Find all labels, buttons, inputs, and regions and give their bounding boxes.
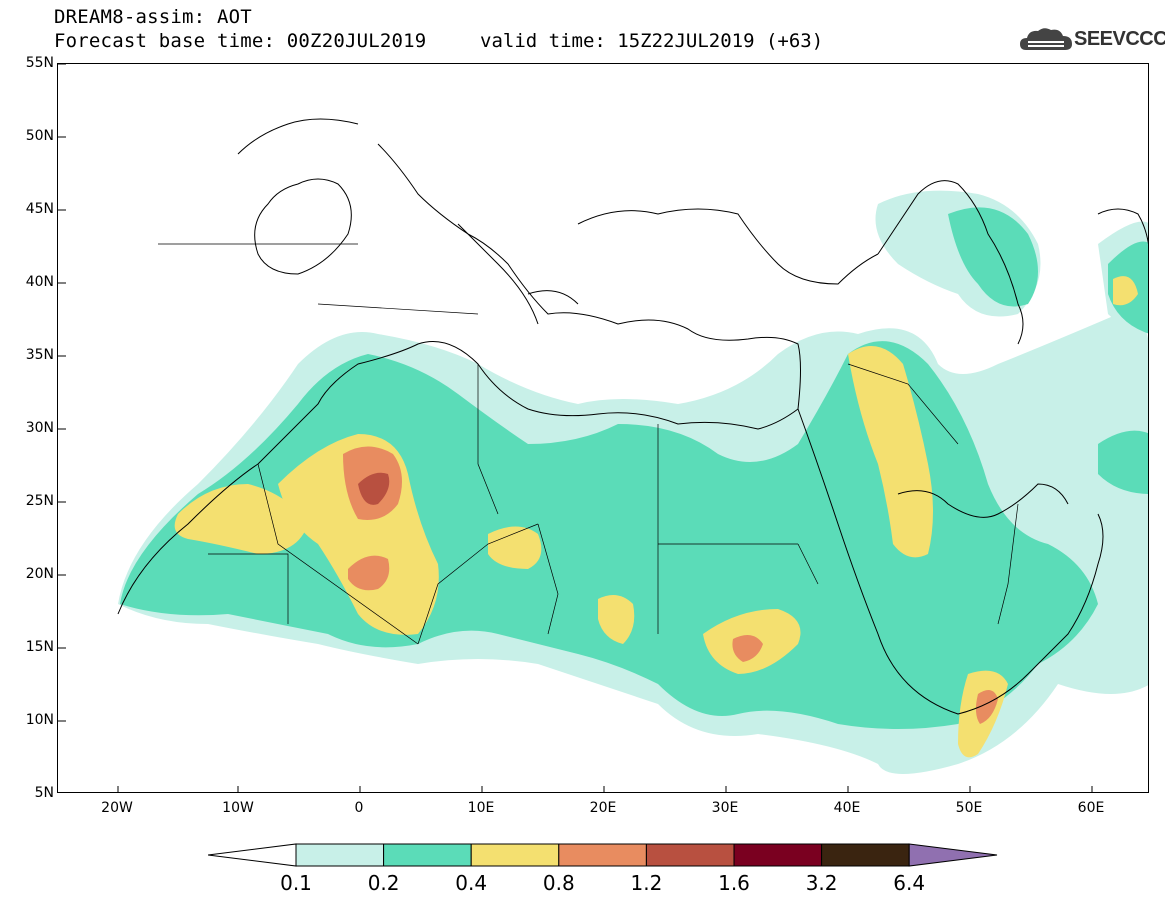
colorbar-label: 0.1 bbox=[280, 871, 312, 895]
aot-level-0.4 bbox=[1113, 276, 1138, 306]
axis-ticks bbox=[58, 64, 1093, 792]
lon-label: 10E bbox=[467, 800, 495, 816]
aot-level-1.2 bbox=[358, 472, 390, 505]
aot-level-0.8 bbox=[348, 555, 390, 591]
lat-label: 10N bbox=[25, 712, 54, 728]
colorbar-label: 0.8 bbox=[542, 871, 575, 895]
seevccc-logo: SEEVCCC bbox=[1018, 24, 1165, 56]
lon-label: 20E bbox=[589, 800, 617, 816]
lon-label: 40E bbox=[833, 800, 861, 816]
colorbar-label: 0.4 bbox=[455, 871, 488, 895]
lat-label: 15N bbox=[25, 639, 54, 655]
map-title: DREAM8-assim: AOT bbox=[54, 6, 252, 28]
aot-level-0.2 bbox=[948, 207, 1038, 307]
aot-level-0.8 bbox=[975, 690, 998, 724]
aot-level-0.4 bbox=[848, 346, 933, 558]
lat-label: 25N bbox=[25, 493, 54, 509]
colorbar-cell bbox=[821, 843, 910, 867]
lon-label: 50E bbox=[955, 800, 983, 816]
lat-label: 40N bbox=[25, 274, 54, 290]
colorbar-cell bbox=[558, 843, 647, 867]
colorbar-label: 1.2 bbox=[630, 871, 663, 895]
coastlines bbox=[117, 118, 1148, 715]
lon-label: 0 bbox=[354, 800, 364, 816]
colorbar-arrow-left bbox=[208, 843, 297, 867]
forecast-base-time: Forecast base time: 00Z20JUL2019 bbox=[54, 30, 427, 52]
colorbar-label: 3.2 bbox=[805, 871, 838, 895]
lat-label: 35N bbox=[25, 347, 54, 363]
lat-label: 45N bbox=[25, 201, 54, 217]
map-canvas bbox=[58, 64, 1148, 792]
aot-colorbar bbox=[208, 843, 998, 867]
aot-level-0.4 bbox=[598, 595, 635, 644]
lat-label: 55N bbox=[25, 55, 54, 71]
lon-label: 10W bbox=[222, 800, 254, 816]
lat-label: 5N bbox=[34, 785, 54, 801]
colorbar-cell bbox=[295, 843, 385, 867]
colorbar-cell bbox=[383, 843, 472, 867]
logo-text: SEEVCCC bbox=[1074, 28, 1165, 50]
aot-level-0.8 bbox=[732, 635, 763, 662]
aot-level-0.4 bbox=[488, 526, 542, 569]
colorbar-label: 1.6 bbox=[718, 871, 750, 895]
country-borders bbox=[158, 243, 1019, 645]
lon-label: 60E bbox=[1077, 800, 1105, 816]
aot-map bbox=[57, 63, 1149, 793]
lat-label: 30N bbox=[25, 420, 54, 436]
colorbar-cell bbox=[470, 843, 560, 867]
aot-level-0.2 bbox=[1098, 430, 1148, 494]
colorbar-label: 6.4 bbox=[893, 871, 926, 895]
colorbar-arrow-right bbox=[908, 843, 998, 867]
aot-level-0.4 bbox=[174, 484, 308, 554]
lon-label: 30E bbox=[711, 800, 739, 816]
colorbar-cell bbox=[733, 843, 823, 867]
cloud-icon bbox=[1020, 28, 1072, 50]
colorbar-label: 0.2 bbox=[367, 871, 400, 895]
lat-label: 20N bbox=[25, 566, 54, 582]
aot-field bbox=[118, 190, 1148, 774]
valid-time: valid time: 15Z22JUL2019 (+63) bbox=[480, 30, 824, 52]
lat-label: 50N bbox=[25, 128, 54, 144]
lon-label: 20W bbox=[101, 800, 133, 816]
colorbar-cell bbox=[645, 843, 735, 867]
